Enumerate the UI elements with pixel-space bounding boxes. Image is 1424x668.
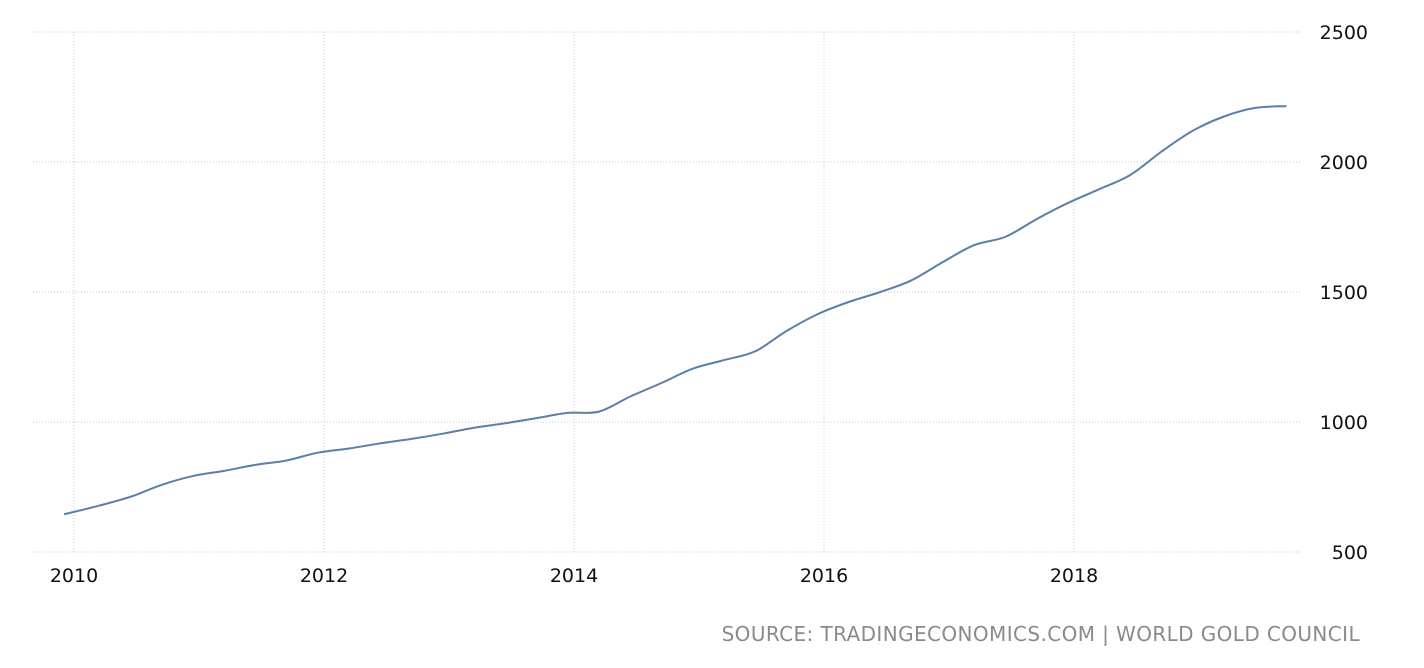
- x-axis-ticks: 2010 2012 2014 2016 2018: [50, 565, 1098, 587]
- source-caption: SOURCE: TRADINGECONOMICS.COM | WORLD GOL…: [721, 622, 1360, 646]
- x-tick-label: 2016: [800, 565, 848, 587]
- y-axis-ticks: 500 1000 1500 2000 2500: [1320, 22, 1368, 564]
- y-tick-label: 2500: [1320, 22, 1368, 44]
- y-tick-label: 500: [1332, 542, 1368, 564]
- x-tick-label: 2018: [1050, 565, 1098, 587]
- x-tick-label: 2010: [50, 565, 98, 587]
- x-tick-label: 2012: [300, 565, 348, 587]
- y-tick-label: 1000: [1320, 412, 1368, 434]
- y-gridlines: [33, 31, 1302, 553]
- y-tick-label: 2000: [1320, 152, 1368, 174]
- x-tick-label: 2014: [550, 565, 598, 587]
- series-line: [63, 105, 1287, 516]
- y-tick-label: 1500: [1320, 282, 1368, 304]
